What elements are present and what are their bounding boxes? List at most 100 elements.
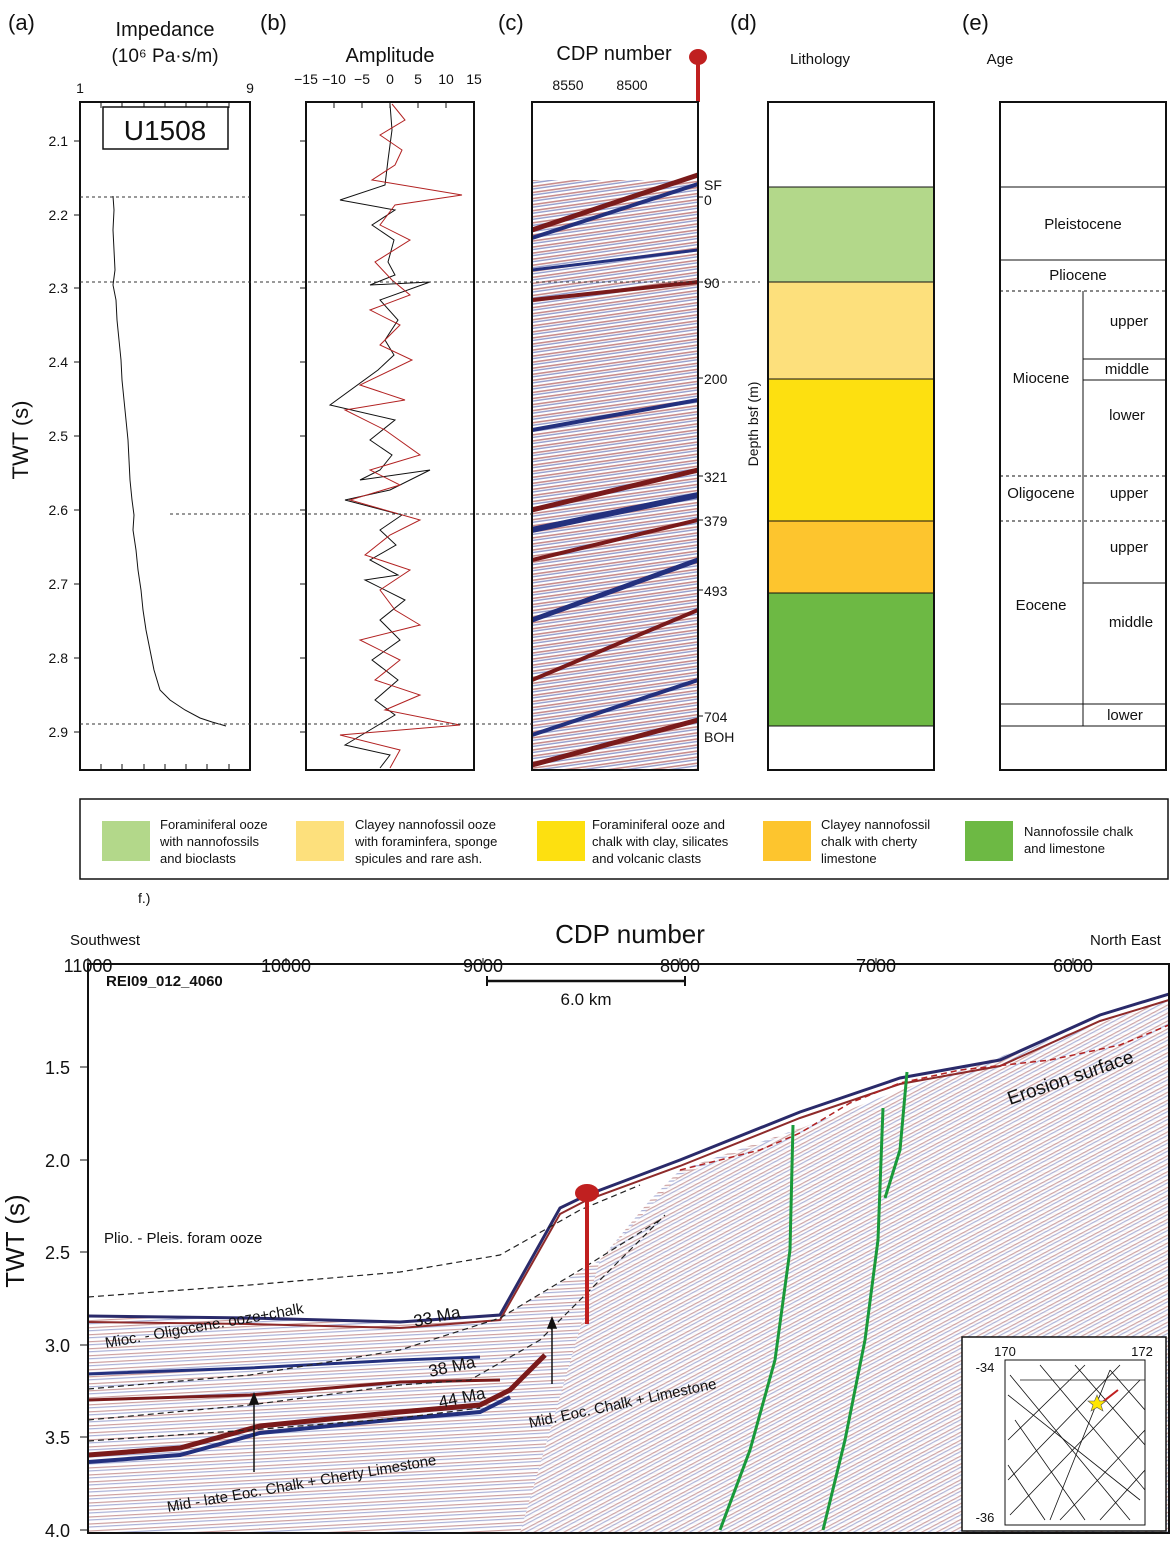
impedance-curve xyxy=(112,195,227,727)
cdp-tick-f: 8000 xyxy=(660,956,700,976)
cdp-title-c: CDP number xyxy=(556,43,672,65)
panel-b-amplitude: Amplitude −15 −10 −5 0 5 10 15 xyxy=(294,45,482,771)
sub-middle-mio: middle xyxy=(1105,361,1149,378)
impedance-units: (10⁶ Pa·s/m) xyxy=(111,46,218,67)
legend-item-2: Clayey nannofossil ooze with foraminfera… xyxy=(296,817,497,866)
site-label: U1508 xyxy=(124,115,207,146)
southwest-label: Southwest xyxy=(70,932,141,949)
y-tick: 2.2 xyxy=(49,207,69,223)
litho-unit-4 xyxy=(767,520,935,594)
twt-tick-f: 2.5 xyxy=(45,1243,70,1263)
twt-tick-f: 4.0 xyxy=(45,1521,70,1541)
twt-tick-f: 2.0 xyxy=(45,1151,70,1171)
impedance-tick-1: 1 xyxy=(76,80,84,96)
legend-item-1: Foraminiferal ooze with nannofossils and… xyxy=(102,817,268,866)
y-tick: 2.9 xyxy=(49,724,69,740)
horizon-0: 0 xyxy=(704,192,712,208)
plio-pleis-label: Plio. - Pleis. foram ooze xyxy=(104,1230,262,1247)
panel-a-impedance: Impedance (10⁶ Pa·s/m) 1 9 U1508 TWT (s)… xyxy=(8,19,254,771)
legend-swatch-2 xyxy=(296,821,344,861)
legend-text-5b: and limestone xyxy=(1024,841,1105,856)
horizon-boh: BOH xyxy=(704,729,734,745)
legend-item-5: Nannofossile chalk and limestone xyxy=(965,821,1134,861)
legend-swatch-1 xyxy=(102,821,150,861)
horizon-33ma xyxy=(88,1184,641,1298)
legend-swatch-3 xyxy=(537,821,585,861)
fault-3 xyxy=(883,1071,909,1199)
panel-f-frame xyxy=(87,963,1170,1534)
amp-tick: 15 xyxy=(466,71,482,87)
impedance-title: Impedance xyxy=(116,19,215,41)
site-label-box: U1508 xyxy=(102,106,229,150)
legend-swatch-4 xyxy=(763,821,811,861)
amp-tick: 0 xyxy=(386,71,394,87)
cdp-tick-f: 9000 xyxy=(463,956,503,976)
borehole-marker-f xyxy=(575,1184,599,1324)
impedance-frame xyxy=(79,101,251,771)
horizon-labels: SF 0 90 200 321 379 493 704 BOH xyxy=(704,177,734,745)
inset-lon-170: 170 xyxy=(994,1344,1016,1359)
horizon-44ma xyxy=(88,1214,666,1421)
legend-text-2a: Clayey nannofossil ooze xyxy=(355,817,496,832)
horizon-38ma xyxy=(88,1219,661,1390)
horizon-493: 493 xyxy=(704,583,728,599)
epoch-pleistocene: Pleistocene xyxy=(1044,216,1122,233)
inset-lat-36: -36 xyxy=(976,1510,995,1525)
y-tick: 2.4 xyxy=(49,354,69,370)
borehole-marker-c xyxy=(689,49,707,102)
epoch-miocene: Miocene xyxy=(1013,370,1070,387)
legend-text-5a: Nannofossile chalk xyxy=(1024,824,1134,839)
amplitude-frame xyxy=(305,101,475,771)
panel-label-e: (e) xyxy=(962,10,989,35)
y-tick: 2.7 xyxy=(49,576,69,592)
lithology-title: Lithology xyxy=(790,51,851,68)
legend-text-2c: spicules and rare ash. xyxy=(355,851,482,866)
age-frame xyxy=(999,101,1167,771)
litho-unit-1 xyxy=(767,186,935,283)
legend-text-2b: with foraminfera, sponge xyxy=(354,834,497,849)
twt-tick-f: 3.0 xyxy=(45,1336,70,1356)
legend-text-3b: chalk with clay, silicates xyxy=(592,834,729,849)
horizon-base xyxy=(88,1407,481,1442)
cdp-title-f: CDP number xyxy=(555,919,705,949)
depth-axis-label: Depth bsf (m) xyxy=(745,382,761,467)
amp-tick: 5 xyxy=(414,71,422,87)
cdp-tick-f: 10000 xyxy=(261,956,311,976)
cdp-frame-c xyxy=(531,101,699,771)
legend-text-4c: limestone xyxy=(821,851,877,866)
inset-lat-34: -34 xyxy=(976,1360,995,1375)
impedance-x-ticks xyxy=(100,102,230,770)
scale-bar-label: 6.0 km xyxy=(560,990,611,1009)
legend-text-1c: and bioclasts xyxy=(160,851,236,866)
star-icon xyxy=(1087,1394,1107,1412)
panel-label-b: (b) xyxy=(260,10,287,35)
sub-upper-mio: upper xyxy=(1110,313,1148,330)
y-tick: 2.8 xyxy=(49,650,69,666)
horizon-sf: SF xyxy=(704,177,722,193)
horizon-379: 379 xyxy=(704,513,728,529)
amp-tick: −10 xyxy=(322,71,346,87)
fault-1 xyxy=(718,1124,795,1531)
legend-item-3: Foraminiferal ooze and chalk with clay, … xyxy=(537,817,729,866)
panel-label-c: (c) xyxy=(498,10,524,35)
impedance-y-ticks: 2.1 2.2 2.3 2.4 2.5 2.6 2.7 2.8 2.9 xyxy=(49,133,69,740)
sub-middle-eoc: middle xyxy=(1109,614,1153,631)
line-name: REI09_012_4060 xyxy=(106,973,223,990)
cdp-tick-8500: 8500 xyxy=(616,77,647,93)
panel-e-age: Age Pleistocene Pliocene Miocene Oligoce… xyxy=(987,51,1167,771)
amplitude-title: Amplitude xyxy=(346,45,435,67)
sub-lower-mio: lower xyxy=(1109,407,1145,424)
litho-unit-3 xyxy=(767,378,935,522)
lithology-legend: Foraminiferal ooze with nannofossils and… xyxy=(79,798,1169,880)
twt-tick-f: 3.5 xyxy=(45,1428,70,1448)
seismic-reflectors-c xyxy=(532,172,698,768)
scale-bar: 6.0 km xyxy=(486,976,686,1009)
legend-text-1a: Foraminiferal ooze xyxy=(160,817,268,832)
panel-f-seismic-line: f.) CDP number Southwest North East 1100… xyxy=(0,890,1170,1541)
legend-item-4: Clayey nannofossil chalk with cherty lim… xyxy=(763,817,930,866)
horizon-200: 200 xyxy=(704,371,728,387)
y-tick: 2.6 xyxy=(49,502,69,518)
cdp-tick-8550: 8550 xyxy=(552,77,583,93)
amplitude-seismic-trace xyxy=(339,103,463,769)
legend-text-4a: Clayey nannofossil xyxy=(821,817,930,832)
